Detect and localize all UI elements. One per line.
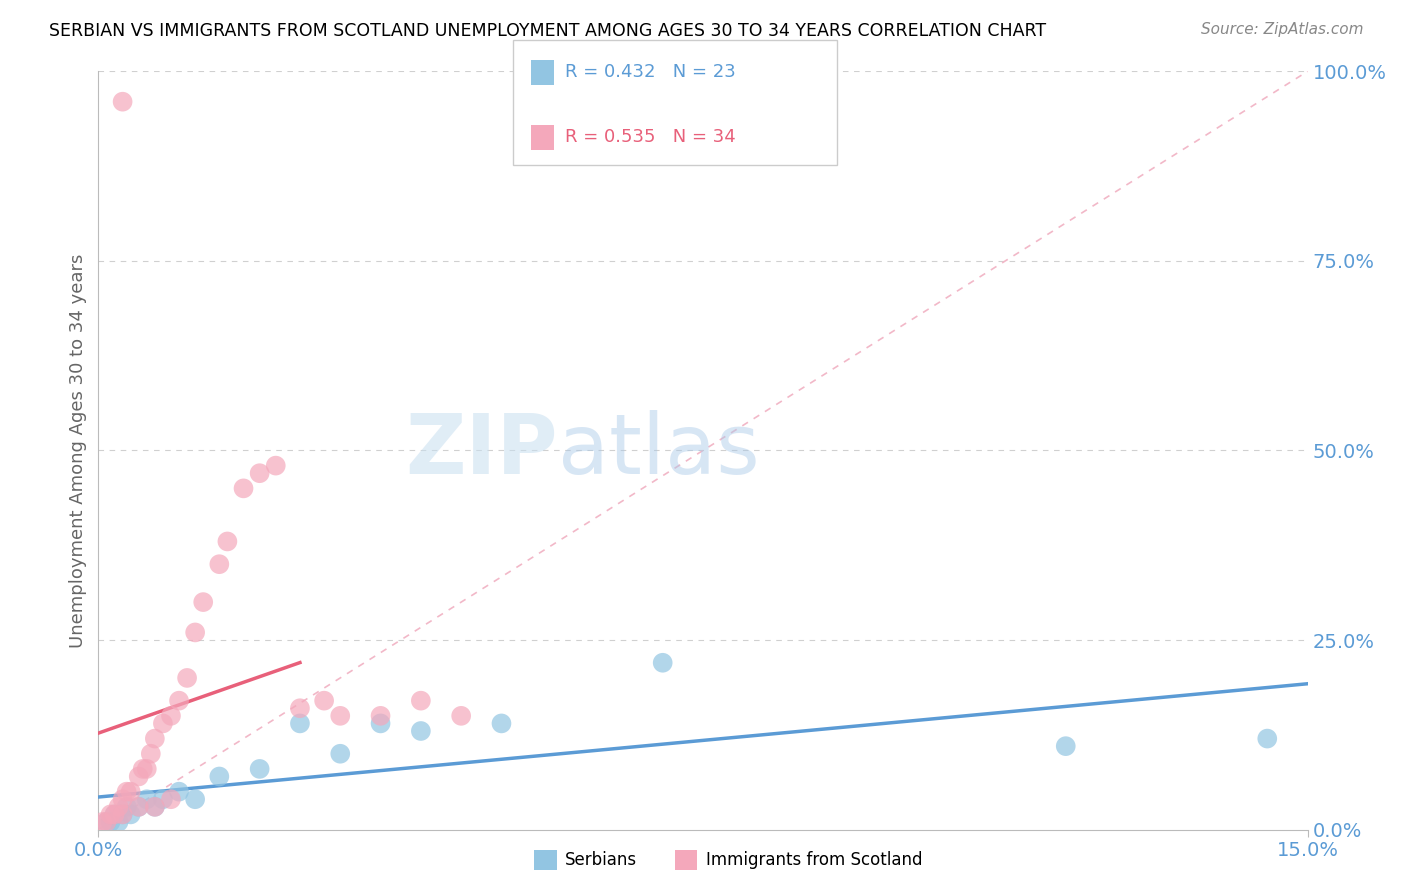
Point <box>314 694 336 708</box>
Point <box>409 724 432 739</box>
Point <box>217 534 239 549</box>
Point <box>288 701 311 715</box>
Text: Source: ZipAtlas.com: Source: ZipAtlas.com <box>1201 22 1364 37</box>
Point <box>120 785 142 799</box>
Point <box>120 807 142 822</box>
Text: R = 0.432   N = 23: R = 0.432 N = 23 <box>565 63 735 81</box>
Point <box>115 800 138 814</box>
Point <box>176 671 198 685</box>
Point <box>111 95 134 109</box>
Point <box>409 694 432 708</box>
Point <box>152 792 174 806</box>
Point <box>160 708 183 723</box>
Point <box>491 716 513 731</box>
Text: Serbians: Serbians <box>565 851 637 869</box>
Point <box>100 815 122 830</box>
Point <box>184 792 207 806</box>
Text: SERBIAN VS IMMIGRANTS FROM SCOTLAND UNEMPLOYMENT AMONG AGES 30 TO 34 YEARS CORRE: SERBIAN VS IMMIGRANTS FROM SCOTLAND UNEM… <box>49 22 1046 40</box>
Point <box>329 747 352 761</box>
Text: R = 0.535   N = 34: R = 0.535 N = 34 <box>565 128 735 146</box>
Point <box>264 458 287 473</box>
Y-axis label: Unemployment Among Ages 30 to 34 years: Unemployment Among Ages 30 to 34 years <box>69 253 87 648</box>
Point <box>288 716 311 731</box>
Point <box>143 731 166 746</box>
Point <box>143 800 166 814</box>
Point <box>232 482 254 496</box>
Point <box>370 716 392 731</box>
Point <box>111 792 134 806</box>
Point <box>193 595 215 609</box>
Point <box>135 762 157 776</box>
Point <box>103 807 125 822</box>
Point <box>370 708 392 723</box>
Point <box>100 807 122 822</box>
Point <box>128 800 150 814</box>
Point <box>107 815 129 830</box>
Point <box>208 769 231 784</box>
Point <box>107 800 129 814</box>
Point <box>135 792 157 806</box>
Point <box>450 708 472 723</box>
Point <box>96 815 118 830</box>
Point <box>115 785 138 799</box>
Point <box>128 800 150 814</box>
Point <box>329 708 352 723</box>
Text: ZIP: ZIP <box>405 410 558 491</box>
Point <box>167 785 190 799</box>
Point <box>96 815 118 830</box>
Point <box>128 769 150 784</box>
Point <box>139 747 162 761</box>
Point <box>152 716 174 731</box>
Text: Immigrants from Scotland: Immigrants from Scotland <box>706 851 922 869</box>
Point <box>651 656 673 670</box>
Point <box>249 762 271 776</box>
Point <box>111 807 134 822</box>
Point <box>111 807 134 822</box>
Point <box>167 694 190 708</box>
Point <box>208 557 231 572</box>
Point <box>1054 739 1077 753</box>
Point <box>143 800 166 814</box>
Point <box>103 807 125 822</box>
Point <box>184 625 207 640</box>
Text: atlas: atlas <box>558 410 759 491</box>
Point <box>91 815 114 830</box>
Point <box>1256 731 1278 746</box>
Point <box>249 466 271 480</box>
Point <box>160 792 183 806</box>
Point <box>132 762 155 776</box>
